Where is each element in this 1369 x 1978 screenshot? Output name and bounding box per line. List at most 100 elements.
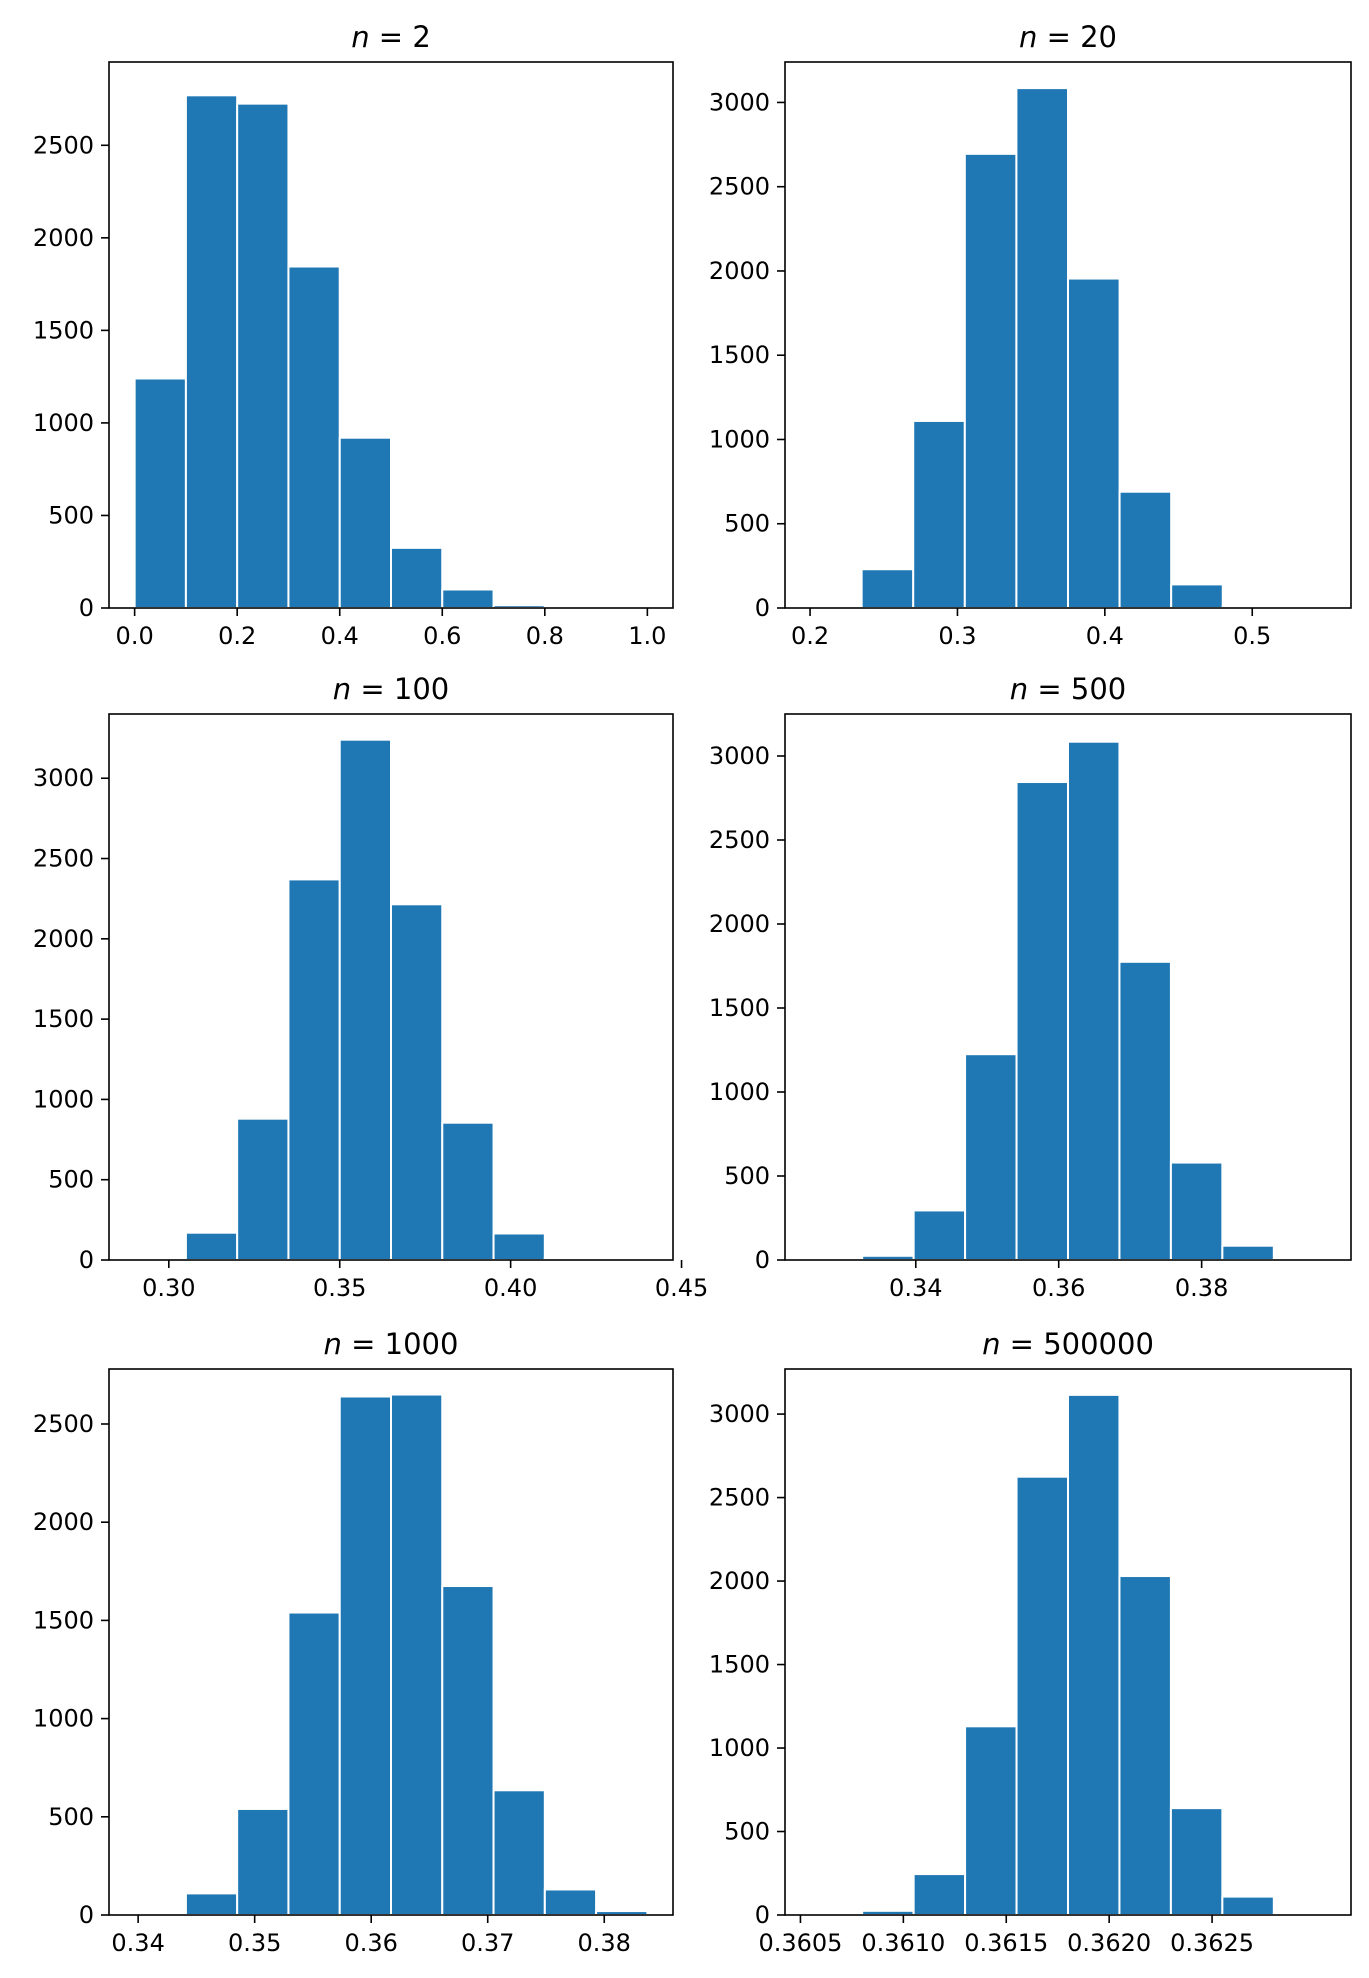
y-tick-label: 500: [724, 1818, 770, 1846]
y-tick-label: 1500: [33, 316, 94, 344]
histogram-panel: 0.34 0.36 0.38 0 500 1000 1500 2000 2500 3000 n = …: [709, 672, 1352, 1302]
x-tick-label: 0.34: [111, 1929, 164, 1957]
y-tick-label: 3000: [709, 88, 770, 116]
title-equals: =: [342, 1327, 385, 1361]
axes-frame: [108, 61, 674, 609]
histogram-bar: [1118, 1575, 1172, 1917]
histogram-bar: [1067, 740, 1121, 1261]
y-tick-label: 2500: [33, 845, 94, 873]
panel-title: n = 100: [333, 672, 450, 706]
histogram-bar: [236, 1807, 290, 1916]
histogram-bar: [1221, 1244, 1275, 1261]
histogram-bar: [1118, 960, 1172, 1261]
x-tick-label: 0.3610: [861, 1929, 945, 1957]
title-variable: n: [333, 672, 351, 706]
title-variable: n: [1010, 672, 1028, 706]
histogram-bar: [492, 1789, 546, 1917]
y-tick-label: 1000: [33, 1705, 94, 1733]
axes-frame: [784, 1368, 1352, 1916]
x-tick-label: 1.0: [628, 622, 666, 650]
y-tick-label: 500: [724, 510, 770, 538]
x-tick-label: 0.3620: [1067, 1929, 1151, 1957]
x-tick-label: 0.35: [313, 1274, 366, 1302]
histogram-bar: [338, 738, 393, 1261]
y-tick-label: 2000: [709, 910, 770, 938]
histogram-bar: [236, 102, 290, 609]
x-tick-label: 0.36: [344, 1929, 397, 1957]
title-equals: =: [1037, 20, 1080, 54]
title-variable: n: [324, 1327, 342, 1361]
x-tick-label: 0.4: [321, 622, 359, 650]
y-tick-label: 2500: [709, 1484, 770, 1512]
x-tick-label: 0.2: [218, 622, 256, 650]
y-tick-label: 2000: [33, 1508, 94, 1536]
axes-frame: [784, 713, 1352, 1261]
histogram-panel: 0.0 0.2 0.4 0.6 0.8 1.0 0 500 1000 1500 2000 2500 n …: [33, 20, 674, 650]
title-value: 500000: [1043, 1327, 1154, 1361]
title-value: 20: [1080, 20, 1117, 54]
x-tick-label: 0.3: [938, 622, 976, 650]
y-tick-label: 1000: [709, 425, 770, 453]
histogram-bar: [1170, 583, 1224, 609]
x-tick-label: 0.40: [484, 1274, 537, 1302]
histogram-bar: [1015, 87, 1069, 610]
panel-title: n = 2: [351, 20, 431, 54]
histogram-bar: [441, 1121, 495, 1261]
y-tick-label: 0: [755, 1901, 770, 1929]
histogram-bar: [912, 419, 966, 609]
title-equals: =: [351, 672, 394, 706]
histogram-bar: [441, 588, 495, 609]
x-tick-label: 0.3605: [758, 1929, 842, 1957]
y-tick-label: 1000: [709, 1078, 770, 1106]
x-tick-label: 0.3615: [964, 1929, 1048, 1957]
axes-frame: [108, 1368, 674, 1916]
x-tick-label: 0.4: [1086, 622, 1124, 650]
y-tick-label: 2500: [709, 826, 770, 854]
histogram-bar: [1067, 277, 1121, 609]
histogram-bar: [287, 265, 341, 609]
title-variable: n: [982, 1327, 1000, 1361]
y-tick-label: 2000: [709, 1567, 770, 1595]
x-tick-label: 0.5: [1233, 622, 1271, 650]
histogram-bar: [492, 1232, 546, 1261]
x-tick-label: 0.3625: [1170, 1929, 1254, 1957]
histogram-bar: [287, 878, 341, 1261]
title-equals: =: [370, 20, 413, 54]
title-value: 2: [412, 20, 430, 54]
histogram-panel: 0.3605 0.3610 0.3615 0.3620 0.3625 0 500 1000 15…: [709, 1327, 1352, 1957]
x-tick-label: 0.34: [889, 1274, 942, 1302]
axes-frame: [108, 713, 674, 1261]
x-tick-label: 0.38: [578, 1929, 631, 1957]
x-tick-label: 0.2: [791, 622, 829, 650]
histogram-bar: [184, 1231, 239, 1261]
y-tick-label: 2500: [709, 173, 770, 201]
histogram-bar: [912, 1209, 967, 1261]
y-tick-label: 2500: [33, 131, 94, 159]
title-equals: =: [1000, 1327, 1043, 1361]
histogram-bar: [1067, 1393, 1121, 1916]
x-tick-label: 0.36: [1032, 1274, 1085, 1302]
title-equals: =: [1028, 672, 1071, 706]
histogram-bar: [964, 1725, 1018, 1916]
histogram-bar: [338, 1395, 393, 1916]
histogram-bar: [1015, 781, 1069, 1261]
y-tick-label: 2000: [709, 257, 770, 285]
y-tick-label: 1500: [709, 1651, 770, 1679]
histogram-bar: [184, 94, 239, 609]
x-tick-label: 0.45: [655, 1274, 708, 1302]
histogram-panel: 0.2 0.3 0.4 0.5 0 500 1000 1500 2000 2500 3000 n = …: [709, 20, 1352, 650]
y-tick-label: 2500: [33, 1410, 94, 1438]
y-tick-label: 500: [48, 501, 94, 529]
histogram-bar: [338, 436, 393, 609]
histogram-bar: [860, 568, 915, 609]
histogram-bar: [543, 1888, 598, 1916]
y-tick-label: 3000: [33, 764, 94, 792]
y-tick-label: 500: [48, 1803, 94, 1831]
title-variable: n: [1019, 20, 1037, 54]
histogram-bar: [912, 1873, 967, 1916]
histogram-bar: [1221, 1895, 1275, 1917]
y-tick-label: 2000: [33, 925, 94, 953]
y-tick-label: 1500: [709, 341, 770, 369]
title-value: 1000: [385, 1327, 459, 1361]
